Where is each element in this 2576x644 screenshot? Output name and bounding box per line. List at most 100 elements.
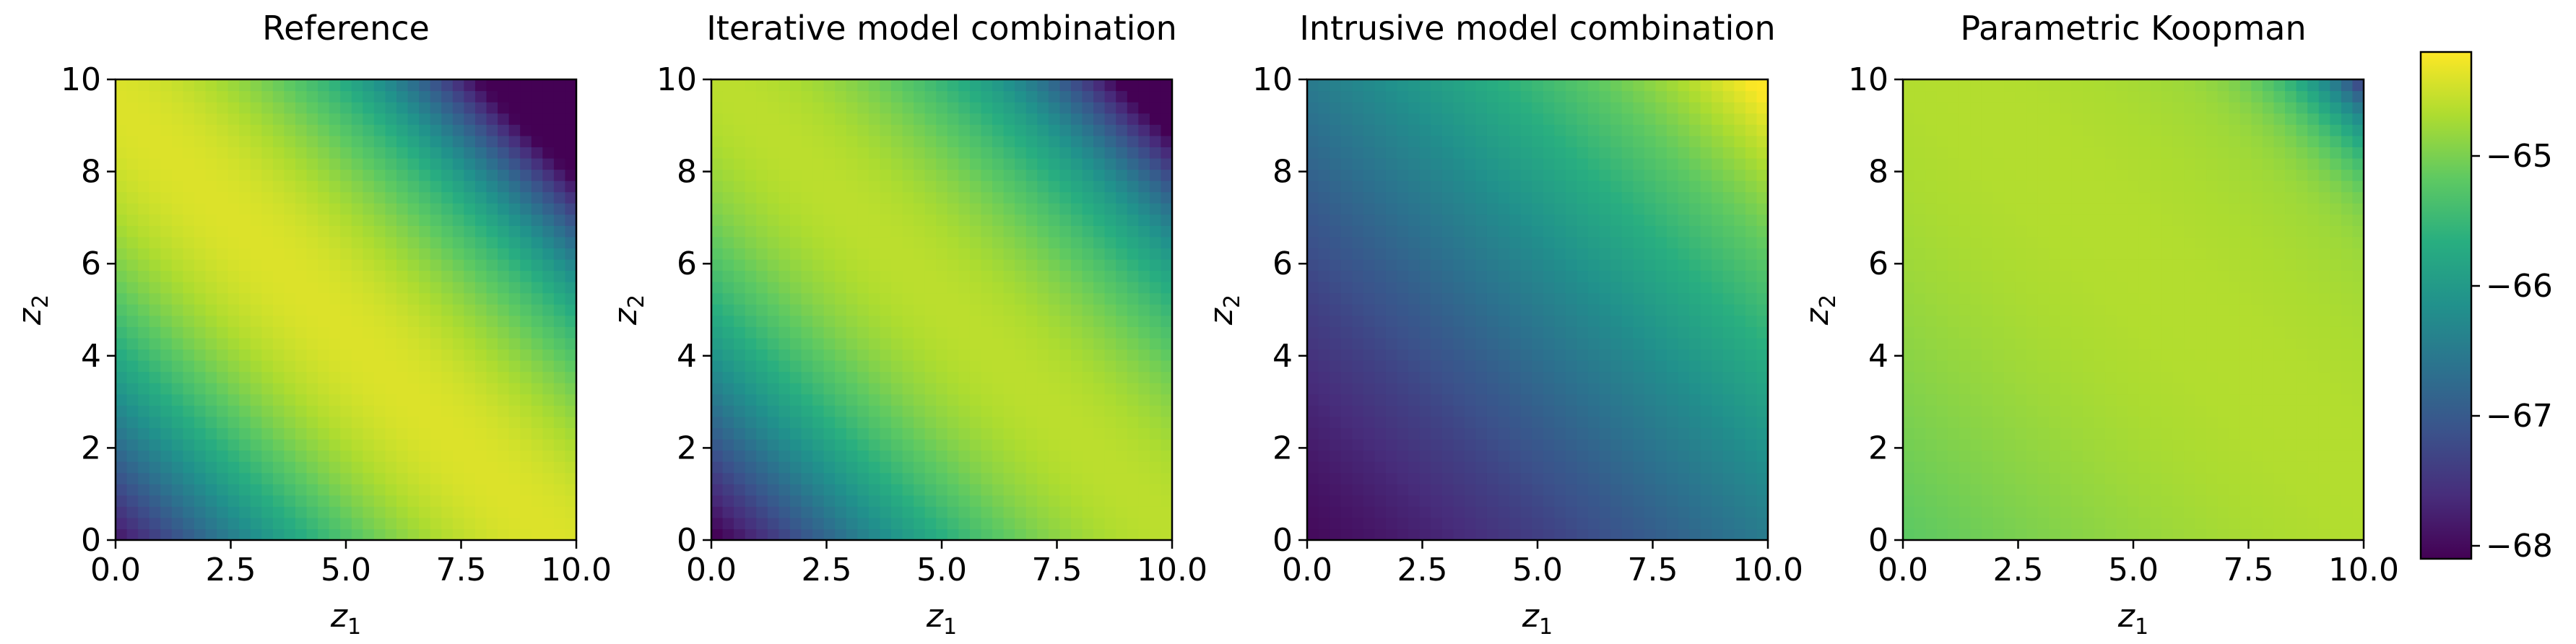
heatmap-cell <box>958 102 971 114</box>
heatmap-cell <box>756 360 768 373</box>
heatmap-cell <box>880 169 892 181</box>
heatmap-cell <box>812 282 825 294</box>
heatmap-cell <box>194 450 207 462</box>
heatmap-cell <box>1385 337 1398 350</box>
heatmap-cell <box>116 371 128 383</box>
heatmap-cell <box>553 124 566 136</box>
heatmap-cell <box>1666 349 1679 361</box>
heatmap-cell <box>396 405 409 417</box>
heatmap-cell <box>430 225 442 238</box>
heatmap-cell <box>1093 337 1106 350</box>
heatmap-cell <box>1633 248 1645 260</box>
heatmap-cell <box>531 248 543 260</box>
heatmap-cell <box>138 528 150 541</box>
heatmap-cell <box>1352 383 1364 395</box>
heatmap-cell <box>1498 416 1510 428</box>
heatmap-cell <box>756 90 768 103</box>
heatmap-cell <box>441 371 454 383</box>
heatmap-cell <box>1712 270 1724 282</box>
heatmap-cell <box>756 270 768 282</box>
heatmap-cell <box>329 169 341 181</box>
heatmap-cell <box>1520 292 1532 305</box>
heatmap-cell <box>1509 113 1522 125</box>
heatmap-cell <box>318 461 330 474</box>
heatmap-cell <box>857 214 869 226</box>
heatmap-cell <box>1161 405 1173 417</box>
heatmap-cell <box>1543 79 1555 92</box>
heatmap-cell <box>1666 326 1679 339</box>
heatmap-cell <box>779 258 791 271</box>
heatmap-cell <box>1003 360 1015 373</box>
heatmap-cell <box>419 461 431 474</box>
heatmap-cell <box>1340 450 1353 462</box>
heatmap-cell <box>531 236 543 249</box>
heatmap-cell <box>363 203 375 215</box>
heatmap-cell <box>452 450 464 462</box>
heatmap-cell <box>363 214 375 226</box>
heatmap-cell <box>385 495 397 507</box>
heatmap-cell <box>272 337 285 350</box>
y-tick-label: 10 <box>61 61 101 98</box>
heatmap-cell <box>1025 371 1038 383</box>
heatmap-cell <box>1486 147 1499 159</box>
heatmap-cell <box>835 157 847 170</box>
heatmap-cell <box>531 405 543 417</box>
heatmap-cell <box>1161 124 1173 136</box>
heatmap-cell <box>868 157 881 170</box>
heatmap-cell <box>340 102 352 114</box>
heatmap-cell <box>1712 258 1724 271</box>
heatmap-cell <box>261 102 274 114</box>
heatmap-cell <box>385 360 397 373</box>
heatmap-cell <box>464 383 476 395</box>
heatmap-cell <box>318 292 330 305</box>
heatmap-cell <box>565 495 577 507</box>
heatmap-cell <box>1070 124 1083 136</box>
heatmap-cell <box>947 383 959 395</box>
heatmap-cell <box>756 427 768 440</box>
heatmap-cell <box>1453 135 1465 147</box>
heatmap-cell <box>407 203 420 215</box>
heatmap-cell <box>351 383 363 395</box>
heatmap-cell <box>1330 337 1342 350</box>
heatmap-cell <box>1385 427 1398 440</box>
heatmap-cell <box>1003 438 1015 451</box>
heatmap-cell <box>1577 472 1589 484</box>
heatmap-cell <box>1340 337 1353 350</box>
heatmap-cell <box>880 416 892 428</box>
heatmap-cell <box>1520 450 1532 462</box>
heatmap-cell <box>767 248 779 260</box>
heatmap-cell <box>508 517 521 530</box>
heatmap-cell <box>116 461 128 474</box>
heatmap-cell <box>1464 349 1477 361</box>
heatmap-cell <box>284 147 296 159</box>
heatmap-cell <box>1712 484 1724 496</box>
heatmap-cell <box>272 360 285 373</box>
heatmap-cell <box>1644 371 1656 383</box>
heatmap-cell <box>250 405 262 417</box>
heatmap-cell <box>1318 506 1330 518</box>
heatmap-cell <box>126 405 139 417</box>
heatmap-cell <box>508 495 521 507</box>
heatmap-cell <box>520 349 532 361</box>
heatmap-cell <box>1318 79 1330 92</box>
heatmap-cell <box>1307 472 1319 484</box>
heatmap-cell <box>1104 102 1116 114</box>
heatmap-cell <box>1464 304 1477 316</box>
heatmap-cell <box>318 393 330 406</box>
heatmap-cell <box>1431 427 1443 440</box>
heatmap-cell <box>160 180 173 193</box>
heatmap-cell <box>474 292 487 305</box>
heatmap-cell <box>171 472 183 484</box>
heatmap-cell <box>1048 360 1060 373</box>
heatmap-cell <box>486 326 498 339</box>
heatmap-cell <box>1374 360 1387 373</box>
x-tick-label: 0.0 <box>686 552 737 588</box>
heatmap-cell <box>508 236 521 249</box>
heatmap-cell <box>1498 282 1510 294</box>
heatmap-cell <box>1397 113 1409 125</box>
heatmap-cell <box>801 315 813 327</box>
heatmap-cell <box>1330 427 1342 440</box>
heatmap-cell <box>857 528 869 541</box>
heatmap-cell <box>205 214 217 226</box>
heatmap-cell <box>1441 371 1454 383</box>
